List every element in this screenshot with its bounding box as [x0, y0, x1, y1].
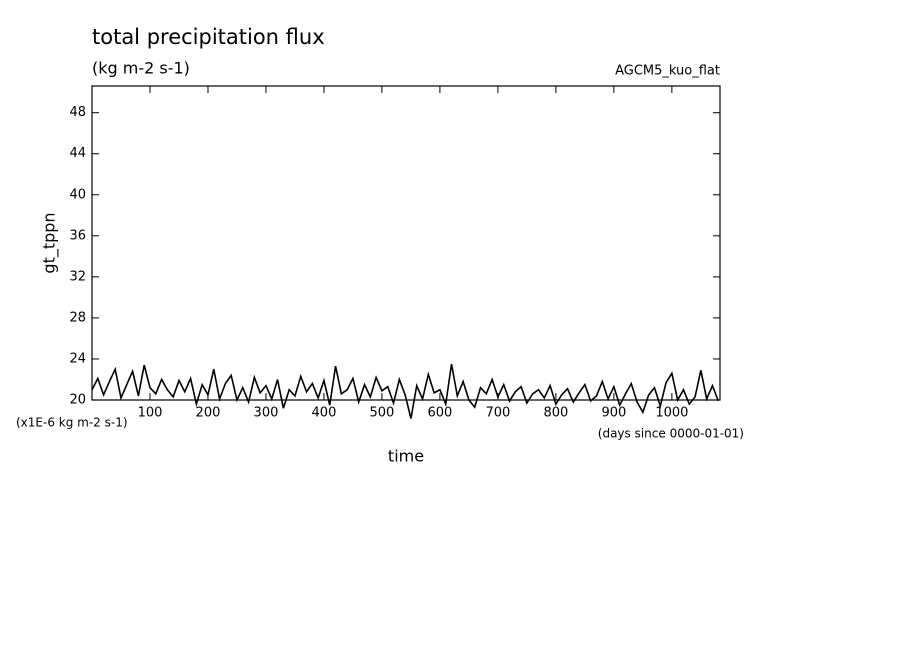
x-tick-label: 100 — [138, 406, 163, 421]
x-tick-label: 400 — [312, 406, 337, 421]
y-tick-label: 24 — [69, 351, 86, 366]
x-tick-label: 600 — [428, 406, 453, 421]
y-tick-label: 40 — [69, 187, 86, 202]
y-tick-label: 28 — [69, 310, 86, 325]
y-tick-label: 20 — [69, 393, 86, 408]
y-unit-note: (x1E-6 kg m-2 s-1) — [16, 416, 128, 430]
x-tick-label: 300 — [254, 406, 279, 421]
y-tick-label: 36 — [69, 228, 86, 243]
x-tick-label: 1000 — [655, 406, 688, 421]
x-tick-label: 700 — [485, 406, 510, 421]
annotation: AGCM5_kuo_flat — [615, 64, 720, 79]
chart-title: total precipitation flux — [92, 25, 325, 49]
x-tick-label: 900 — [601, 406, 626, 421]
x-tick-label: 500 — [370, 406, 395, 421]
x-tick-label: 200 — [196, 406, 221, 421]
y-tick-label: 48 — [69, 105, 86, 120]
y-tick-label: 32 — [69, 269, 86, 284]
y-tick-label: 44 — [69, 146, 86, 161]
data-line — [91, 363, 720, 419]
y-axis-label: gt_tppn — [40, 212, 60, 273]
chart-subtitle: (kg m-2 s-1) — [92, 59, 190, 78]
x-unit-note: (days since 0000-01-01) — [598, 427, 744, 441]
x-axis-label: time — [388, 447, 424, 466]
x-tick-label: 800 — [543, 406, 568, 421]
